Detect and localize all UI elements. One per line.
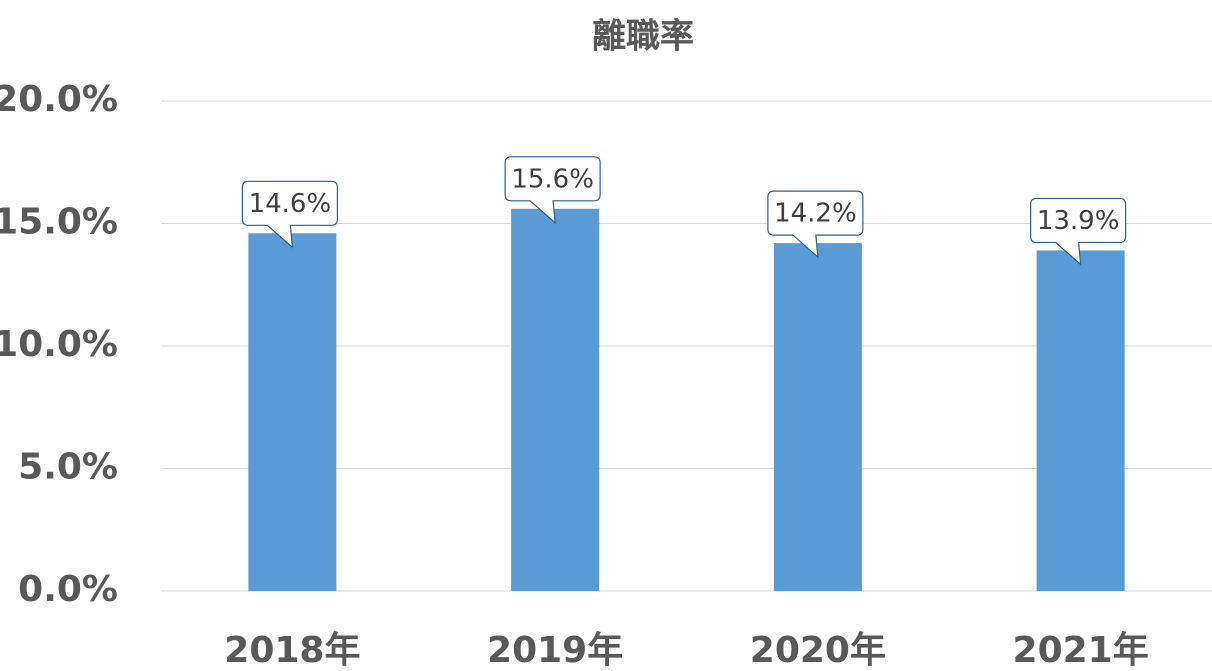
y-tick-label: 0.0% <box>18 569 118 610</box>
data-label: 14.2% <box>774 199 857 229</box>
bar <box>773 243 862 591</box>
x-tick-label: 2018年 <box>224 630 360 671</box>
x-tick-label: 2021年 <box>1013 630 1149 671</box>
y-tick-label: 15.0% <box>0 202 118 243</box>
data-label-callout <box>241 180 338 249</box>
data-label-callout <box>767 190 864 259</box>
x-tick-label: 2019年 <box>487 630 623 671</box>
bar <box>248 233 337 592</box>
data-label: 15.6% <box>511 164 594 194</box>
bar <box>511 208 600 592</box>
x-tick-label: 2020年 <box>750 630 886 671</box>
y-tick-label: 20.0% <box>0 79 118 120</box>
bar <box>1036 250 1125 591</box>
y-tick-label: 5.0% <box>18 447 118 488</box>
data-label: 13.9% <box>1037 206 1120 236</box>
data-label: 14.6% <box>249 189 332 219</box>
y-tick-label: 10.0% <box>0 324 118 365</box>
chart-title: 離職率 <box>592 17 694 57</box>
data-label-callout <box>504 156 601 225</box>
data-label-callout <box>1030 197 1127 266</box>
